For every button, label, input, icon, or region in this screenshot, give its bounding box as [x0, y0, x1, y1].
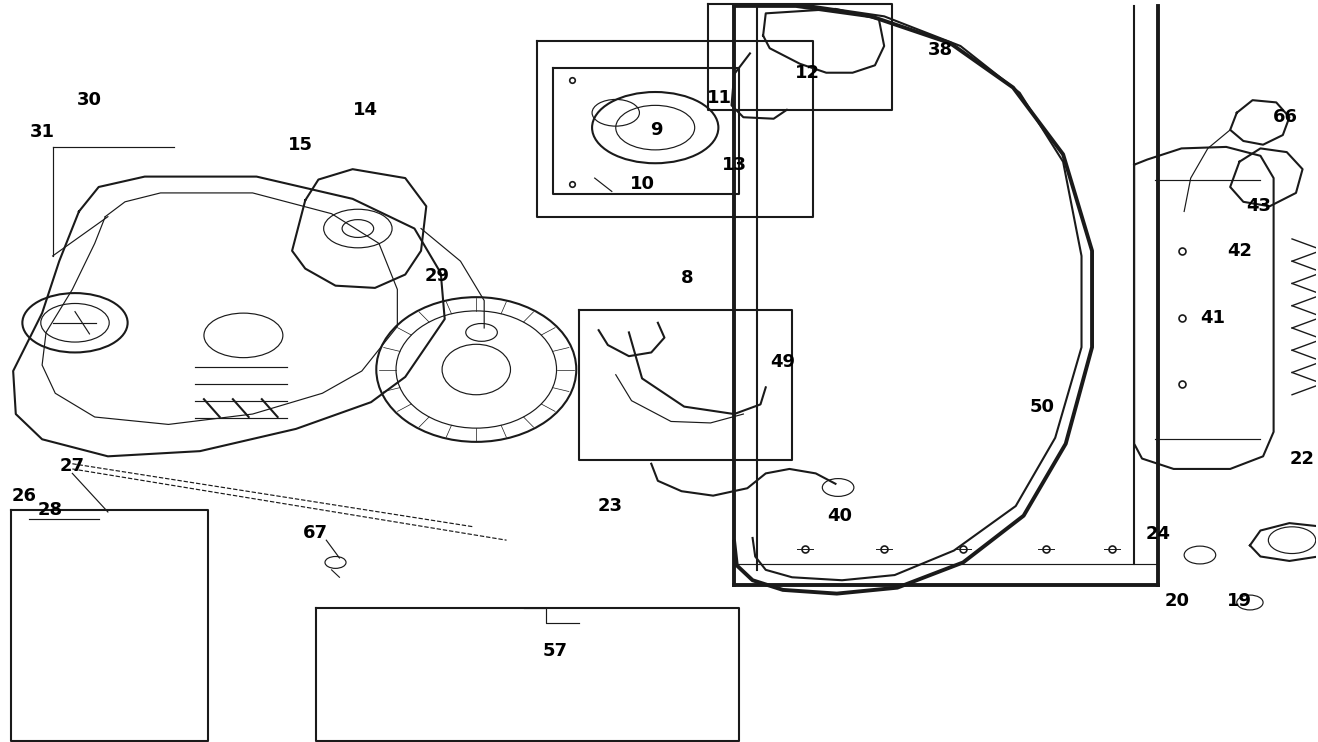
- Text: 49: 49: [770, 353, 795, 371]
- Text: 57: 57: [543, 643, 568, 660]
- Text: 42: 42: [1227, 242, 1252, 260]
- Text: 50: 50: [1029, 398, 1054, 416]
- Text: 28: 28: [37, 502, 62, 519]
- Text: 31: 31: [29, 123, 54, 141]
- Text: 43: 43: [1247, 197, 1272, 215]
- Text: 10: 10: [630, 175, 655, 193]
- Text: 8: 8: [680, 269, 693, 287]
- Text: 40: 40: [826, 507, 851, 525]
- Text: 67: 67: [303, 524, 328, 542]
- Text: 30: 30: [76, 91, 101, 109]
- Text: 13: 13: [722, 156, 747, 174]
- Text: 19: 19: [1227, 592, 1252, 610]
- Text: 20: 20: [1165, 592, 1190, 610]
- Text: 38: 38: [928, 42, 953, 59]
- Text: 9: 9: [650, 121, 663, 139]
- Text: 41: 41: [1201, 309, 1226, 326]
- Text: 14: 14: [353, 101, 378, 119]
- Text: 11: 11: [708, 89, 733, 107]
- Text: 23: 23: [598, 497, 623, 515]
- Text: 15: 15: [287, 136, 312, 154]
- Text: 22: 22: [1290, 450, 1315, 467]
- Text: 12: 12: [795, 64, 820, 82]
- Text: 24: 24: [1145, 525, 1170, 543]
- Text: 26: 26: [11, 487, 36, 505]
- Text: 27: 27: [59, 457, 84, 475]
- Text: 66: 66: [1273, 108, 1298, 126]
- Text: 29: 29: [424, 267, 449, 285]
